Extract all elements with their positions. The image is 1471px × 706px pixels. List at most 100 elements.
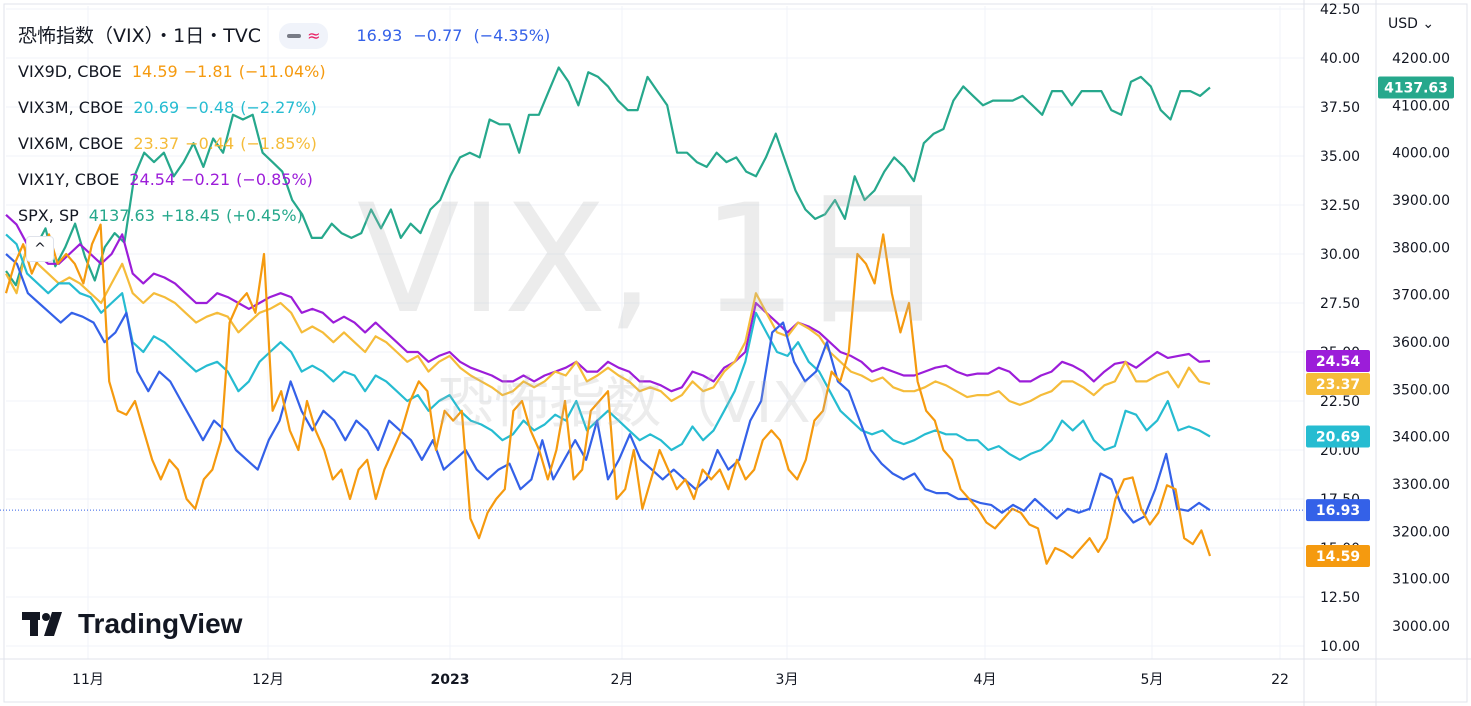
legend-row-vix9d[interactable]: VIX9D, CBOE 14.59 −1.81 (−11.04%) xyxy=(18,54,556,90)
right-axis-tick-label: 3700.00 xyxy=(1392,288,1450,304)
legend-main-title[interactable]: 恐怖指数（VIX）・1日・TVC xyxy=(18,25,262,47)
left-axis-tick-label: 40.00 xyxy=(1320,51,1360,67)
tradingview-logo[interactable]: TradingView xyxy=(22,608,242,640)
legend-name: VIX1Y, CBOE xyxy=(18,170,120,189)
legend-main-change: −0.77 xyxy=(413,26,463,45)
legend-values: 14.59 −1.81 (−11.04%) xyxy=(132,54,332,90)
last-value-label-bg xyxy=(1306,499,1370,522)
right-axis-tick-label: 3000.00 xyxy=(1392,619,1450,635)
legend-main-row[interactable]: 恐怖指数（VIX）・1日・TVC ≈ 16.93 −0.77 (−4.35%) xyxy=(18,18,556,54)
last-value-label-bg xyxy=(1378,76,1454,99)
series-line xyxy=(4,223,1212,565)
last-value-label-text: 4137.63 xyxy=(1384,81,1448,97)
x-axis-tick-label: 2023 xyxy=(431,672,470,688)
legend-name: VIX3M, CBOE xyxy=(18,98,124,117)
legend-row-vix6m[interactable]: VIX6M, CBOE 23.37 −0.44 (−1.85%) xyxy=(18,126,556,162)
right-axis-tick-label: 4100.00 xyxy=(1392,98,1450,114)
series-line xyxy=(5,243,1211,406)
legend-pct: (−0.85%) xyxy=(236,170,313,189)
right-axis-tick-label: 4200.00 xyxy=(1392,51,1450,67)
left-axis-tick-label: 27.50 xyxy=(1320,296,1360,312)
legend-pct: (−1.85%) xyxy=(240,134,317,153)
x-axis-tick-label: 4月 xyxy=(974,672,997,688)
last-value-label: 14.59 xyxy=(1306,545,1370,568)
last-value-label: 24.54 xyxy=(1306,350,1370,373)
series-line xyxy=(5,253,1211,524)
legend-change: +18.45 xyxy=(160,206,221,225)
legend-values: 4137.63 +18.45 (+0.45%) xyxy=(89,198,309,234)
legend-main-value: 16.93 xyxy=(356,26,403,45)
last-value-label-text: 16.93 xyxy=(1316,503,1360,519)
right-axis-tick-label: 3500.00 xyxy=(1392,382,1450,398)
chevron-up-icon: ^ xyxy=(34,241,46,257)
legend-name: VIX6M, CBOE xyxy=(18,134,124,153)
right-axis-tick-label: 3300.00 xyxy=(1392,477,1450,493)
legend-change: −0.44 xyxy=(185,134,235,153)
last-value-label-text: 20.69 xyxy=(1316,429,1360,445)
wave-icon: ≈ xyxy=(307,26,321,45)
left-axis-tick-label: 12.50 xyxy=(1320,590,1360,606)
legend-pct: (−11.04%) xyxy=(238,62,326,81)
tradingview-logo-icon xyxy=(22,612,62,636)
right-axis-tick-label: 3100.00 xyxy=(1392,572,1450,588)
legend-row-spx[interactable]: SPX, SP 4137.63 +18.45 (+0.45%) xyxy=(18,198,556,234)
last-value-label-text: 14.59 xyxy=(1316,549,1360,565)
legend-change: −0.21 xyxy=(181,170,231,189)
last-value-label-bg xyxy=(1306,545,1370,568)
left-axis-tick-label: 42.50 xyxy=(1320,2,1360,18)
legend-main-values: 16.93 −0.77 (−4.35%) xyxy=(356,18,556,54)
last-value-label: 20.69 xyxy=(1306,425,1370,448)
last-value-labels: 4137.63 24.54 23.37 20.69 16.93 14.59 xyxy=(1306,76,1454,568)
legend-row-vix3m[interactable]: VIX3M, CBOE 20.69 −0.48 (−2.27%) xyxy=(18,90,556,126)
x-axis-tick-label: 11月 xyxy=(72,672,104,688)
left-axis-tick-label: 35.00 xyxy=(1320,149,1360,165)
right-axis-tick-label: 3900.00 xyxy=(1392,193,1450,209)
x-axis-tick-label: 5月 xyxy=(1141,672,1164,688)
legend-name: VIX9D, CBOE xyxy=(18,62,122,81)
last-value-label: 4137.63 xyxy=(1378,76,1454,99)
legend-collapse-button[interactable]: ^ xyxy=(26,236,54,262)
legend-values: 24.54 −0.21 (−0.85%) xyxy=(129,162,319,198)
time-axis: 11月 12月 2023 2月 3月 4月 5月 22 xyxy=(72,672,1289,688)
legend-values: 23.37 −0.44 (−1.85%) xyxy=(133,126,323,162)
last-value-label: 16.93 xyxy=(1306,499,1370,522)
left-price-axis: 42.5040.0037.5035.0032.5030.0027.5025.00… xyxy=(1320,2,1360,655)
legend-pct: (+0.45%) xyxy=(226,206,303,225)
last-value-label-bg xyxy=(1306,372,1370,395)
x-axis-tick-label: 2月 xyxy=(611,672,634,688)
legend-value: 24.54 xyxy=(129,170,176,189)
legend-name: SPX, SP xyxy=(18,206,79,225)
legend-value: 20.69 xyxy=(133,98,180,117)
series-line xyxy=(5,233,1211,461)
left-axis-tick-label: 22.50 xyxy=(1320,394,1360,410)
last-value-label: 23.37 xyxy=(1306,372,1370,395)
x-axis-tick-label: 3月 xyxy=(776,672,799,688)
left-axis-tick-label: 37.50 xyxy=(1320,100,1360,116)
legend-row-vix1y[interactable]: VIX1Y, CBOE 24.54 −0.21 (−0.85%) xyxy=(18,162,556,198)
legend-pct: (−2.27%) xyxy=(240,98,317,117)
legend-value: 14.59 xyxy=(131,62,178,81)
legend-value: 4137.63 xyxy=(88,206,155,225)
x-axis-tick-label: 12月 xyxy=(252,672,284,688)
legend-main-pct: (−4.35%) xyxy=(473,26,551,45)
legend: 恐怖指数（VIX）・1日・TVC ≈ 16.93 −0.77 (−4.35%) … xyxy=(18,18,556,234)
right-axis-tick-label: 3400.00 xyxy=(1392,430,1450,446)
right-axis-tick-label: 3800.00 xyxy=(1392,240,1450,256)
x-axis-tick-label: 22 xyxy=(1271,672,1289,688)
legend-style-pill[interactable]: ≈ xyxy=(279,23,329,49)
right-axis-tick-label: 3200.00 xyxy=(1392,524,1450,540)
last-value-label-bg xyxy=(1306,425,1370,448)
left-axis-tick-label: 30.00 xyxy=(1320,247,1360,263)
last-value-label-text: 24.54 xyxy=(1316,354,1361,370)
left-axis-tick-label: 10.00 xyxy=(1320,639,1360,655)
chevron-down-icon: ⌄ xyxy=(1422,16,1435,32)
left-axis-tick-label: 32.50 xyxy=(1320,198,1360,214)
series-line xyxy=(5,213,1211,393)
legend-values: 20.69 −0.48 (−2.27%) xyxy=(133,90,323,126)
right-axis-tick-label: 4000.00 xyxy=(1392,146,1450,162)
series-line xyxy=(5,66,1211,287)
last-value-label-bg xyxy=(1306,350,1370,373)
series-lines xyxy=(4,66,1212,565)
currency-button[interactable]: USD ⌄ xyxy=(1388,16,1434,32)
